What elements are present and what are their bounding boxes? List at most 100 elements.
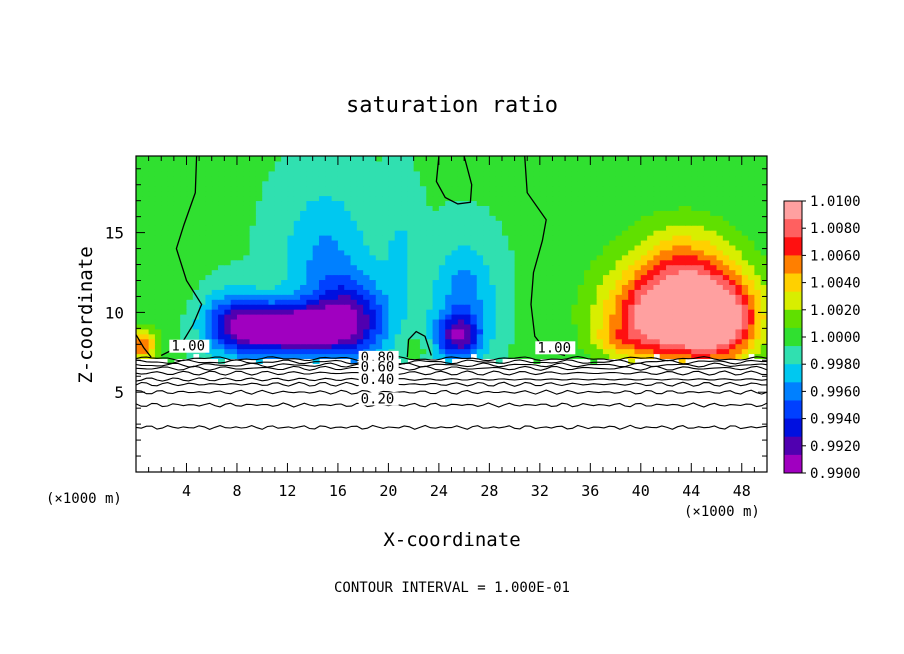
field-cell [577, 230, 585, 236]
field-cell [445, 333, 453, 340]
field-cell [407, 165, 415, 172]
field-cell [211, 274, 219, 281]
field-cell [224, 215, 232, 221]
field-cell [363, 200, 371, 206]
field-cell [344, 215, 352, 221]
field-cell [419, 170, 427, 177]
field-cell [407, 210, 415, 216]
field-cell [483, 314, 490, 320]
field-cell [584, 220, 591, 226]
field-cell [281, 165, 289, 172]
field-cell [451, 318, 459, 325]
field-cell [602, 239, 610, 246]
field-cell [173, 299, 181, 305]
field-cell [318, 160, 326, 167]
field-cell [300, 170, 307, 177]
field-cell [457, 180, 465, 187]
field-cell [565, 304, 572, 310]
field-cell [678, 269, 686, 276]
field-cell [659, 353, 667, 360]
field-cell [684, 294, 692, 300]
field-cell [337, 348, 345, 355]
field-cell [218, 318, 225, 325]
field-cell [489, 249, 497, 256]
field-cell [508, 244, 516, 251]
field-cell [483, 195, 490, 202]
field-cell [287, 333, 295, 340]
field-cell [211, 348, 219, 355]
field-cell [539, 279, 547, 285]
field-cell [710, 195, 718, 202]
field-cell [584, 309, 591, 315]
field-cell [602, 274, 610, 281]
field-cell [205, 210, 213, 216]
field-cell [741, 343, 749, 350]
field-cell [640, 269, 648, 276]
field-cell [318, 254, 326, 261]
field-cell [401, 175, 408, 182]
field-cell [464, 343, 472, 350]
field-cell [647, 239, 655, 246]
field-cell [552, 225, 560, 231]
field-cell [565, 239, 572, 246]
field-cell [262, 180, 270, 187]
field-cell [628, 175, 636, 182]
field-cell [445, 318, 453, 325]
field-cell [350, 259, 358, 266]
field-cell [356, 299, 364, 305]
field-cell [154, 220, 162, 226]
field-cell [300, 333, 307, 340]
field-cell [287, 294, 295, 300]
field-cell [388, 284, 396, 290]
field-cell [722, 294, 730, 300]
field-cell [394, 318, 402, 325]
field-cell [236, 348, 244, 355]
field-cell [344, 259, 352, 266]
field-cell [520, 165, 528, 172]
field-cell [318, 156, 326, 162]
field-cell [678, 185, 686, 192]
field-cell [609, 239, 617, 246]
field-cell [703, 156, 711, 162]
chart-title: saturation ratio [346, 93, 558, 118]
field-cell [609, 210, 617, 216]
field-cell [344, 284, 352, 290]
field-cell [142, 348, 150, 355]
field-cell [173, 323, 181, 330]
field-cell [230, 299, 238, 305]
field-cell [735, 210, 743, 216]
field-cell [722, 180, 730, 187]
field-cell [634, 274, 642, 281]
field-cell [432, 269, 440, 276]
field-cell [224, 323, 232, 330]
field-cell [401, 195, 408, 202]
field-cell [293, 244, 301, 251]
field-cell [388, 294, 396, 300]
field-cell [255, 175, 263, 182]
field-cell [527, 279, 535, 285]
field-cell [697, 269, 705, 276]
field-cell [684, 180, 692, 187]
field-cell [375, 269, 383, 276]
field-cell [615, 244, 623, 251]
field-cell [148, 244, 156, 251]
field-cell [741, 259, 749, 266]
field-cell [382, 289, 389, 295]
field-cell [514, 185, 522, 192]
field-cell [262, 309, 270, 315]
field-cell [609, 200, 617, 206]
field-cell [388, 244, 396, 251]
field-cell [167, 195, 175, 202]
field-cell [243, 160, 251, 167]
field-cell [356, 230, 364, 236]
field-cell [760, 353, 767, 360]
field-cell [552, 254, 560, 261]
field-cell [356, 333, 364, 340]
field-cell [539, 244, 547, 251]
field-cell [653, 299, 661, 305]
field-cell [678, 195, 686, 202]
field-cell [546, 254, 554, 261]
field-cell [615, 299, 623, 305]
field-cell [186, 289, 194, 295]
field-cell [628, 180, 636, 187]
